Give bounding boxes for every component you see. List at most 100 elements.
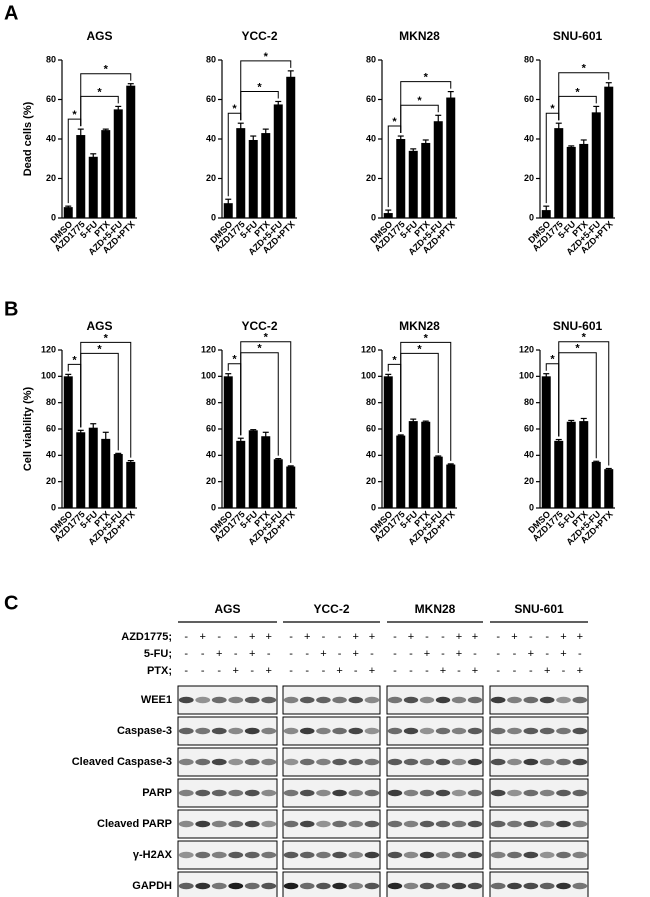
significance-bracket bbox=[400, 104, 439, 134]
blot-band bbox=[387, 789, 403, 797]
blot-band bbox=[435, 789, 451, 797]
blot-band bbox=[435, 851, 451, 859]
treatment-label: PTX; bbox=[147, 665, 172, 677]
treatment-sign: - bbox=[305, 665, 309, 677]
blot-band bbox=[211, 696, 227, 704]
blot-band bbox=[435, 882, 451, 890]
blot-band bbox=[178, 696, 194, 704]
bar bbox=[554, 128, 564, 218]
significance-bracket bbox=[400, 341, 452, 461]
treatment-sign: - bbox=[217, 631, 221, 643]
y-tick-label: 80 bbox=[206, 54, 216, 64]
y-tick-label: 20 bbox=[524, 173, 534, 183]
bar bbox=[63, 376, 73, 508]
bar bbox=[261, 436, 271, 508]
blot-band bbox=[316, 882, 331, 890]
blot-band bbox=[451, 820, 467, 828]
y-tick-label: 60 bbox=[46, 423, 56, 433]
y-tick-label: 0 bbox=[529, 212, 534, 222]
significance-label: * bbox=[97, 86, 102, 98]
blot-band bbox=[316, 727, 331, 735]
blot-band bbox=[467, 727, 483, 735]
treatment-sign: - bbox=[496, 631, 500, 643]
treatment-sign: - bbox=[578, 648, 582, 660]
y-tick-label: 20 bbox=[206, 476, 216, 486]
bar bbox=[223, 376, 233, 508]
blot-band bbox=[261, 789, 277, 797]
treatment-sign: + bbox=[472, 665, 478, 677]
treatment-sign: + bbox=[440, 665, 446, 677]
treatment-sign: + bbox=[456, 631, 462, 643]
blot-band bbox=[490, 758, 506, 766]
blot-band bbox=[348, 758, 364, 766]
blot-band bbox=[348, 727, 364, 735]
significance-label: * bbox=[104, 64, 109, 76]
y-tick-label: 120 bbox=[201, 344, 216, 354]
significance-label: * bbox=[264, 51, 269, 63]
treatment-sign: - bbox=[289, 648, 293, 660]
blot-frame bbox=[177, 840, 278, 870]
treatment-sign: + bbox=[336, 665, 342, 677]
protein-label: GAPDH bbox=[132, 880, 172, 892]
treatment-sign: + bbox=[472, 631, 478, 643]
blot-band bbox=[435, 820, 451, 828]
treatment-sign: - bbox=[441, 631, 445, 643]
bar bbox=[566, 146, 576, 218]
blot-band bbox=[490, 727, 506, 735]
y-tick-label: 120 bbox=[41, 344, 56, 354]
blot-band bbox=[403, 758, 419, 766]
bar bbox=[113, 454, 123, 508]
blot-band bbox=[467, 696, 483, 704]
significance-bracket bbox=[80, 341, 132, 458]
cell-line-label: AGS bbox=[214, 602, 240, 616]
blot-band bbox=[467, 882, 483, 890]
blot-frame bbox=[489, 685, 589, 715]
treatment-sign: - bbox=[234, 631, 238, 643]
blot-frame bbox=[386, 809, 484, 839]
blot-band bbox=[178, 851, 194, 859]
blot-band bbox=[228, 851, 244, 859]
blot-band bbox=[195, 789, 211, 797]
significance-label: * bbox=[392, 354, 397, 366]
significance-label: * bbox=[417, 343, 422, 355]
blot-frame bbox=[282, 747, 381, 777]
blot-band bbox=[332, 758, 347, 766]
blot-band bbox=[283, 851, 299, 859]
treatment-sign: - bbox=[496, 648, 500, 660]
treatment-label: 5-FU; bbox=[144, 648, 172, 660]
chart-title: AGS bbox=[86, 319, 112, 333]
significance-bracket bbox=[240, 341, 292, 463]
significance-label: * bbox=[232, 103, 237, 115]
y-tick-label: 80 bbox=[524, 397, 534, 407]
significance-label: * bbox=[97, 343, 102, 355]
blot-band bbox=[572, 727, 588, 735]
y-tick-label: 60 bbox=[524, 423, 534, 433]
blot-band bbox=[299, 727, 315, 735]
blot-frame bbox=[282, 716, 381, 746]
blot-band bbox=[387, 727, 403, 735]
blot-band bbox=[539, 696, 555, 704]
treatment-sign: + bbox=[353, 648, 359, 660]
treatment-sign: + bbox=[200, 631, 206, 643]
treatment-sign: - bbox=[545, 648, 549, 660]
blot-band bbox=[507, 851, 522, 859]
treatment-sign: - bbox=[322, 665, 326, 677]
significance-bracket bbox=[240, 60, 292, 121]
blot-band bbox=[490, 789, 506, 797]
y-tick-label: 0 bbox=[51, 502, 56, 512]
bar bbox=[113, 109, 123, 218]
blot-band bbox=[364, 758, 380, 766]
treatment-sign: + bbox=[304, 631, 310, 643]
significance-label: * bbox=[264, 332, 269, 344]
y-tick-label: 40 bbox=[46, 133, 56, 143]
chart-title: AGS bbox=[86, 29, 112, 43]
blot-band bbox=[403, 696, 419, 704]
blot-band bbox=[556, 758, 571, 766]
y-tick-label: 60 bbox=[366, 94, 376, 104]
blot-band bbox=[348, 882, 364, 890]
panel-label: C bbox=[4, 592, 18, 614]
y-tick-label: 60 bbox=[206, 423, 216, 433]
blot-frame bbox=[386, 685, 484, 715]
treatment-sign: + bbox=[353, 631, 359, 643]
